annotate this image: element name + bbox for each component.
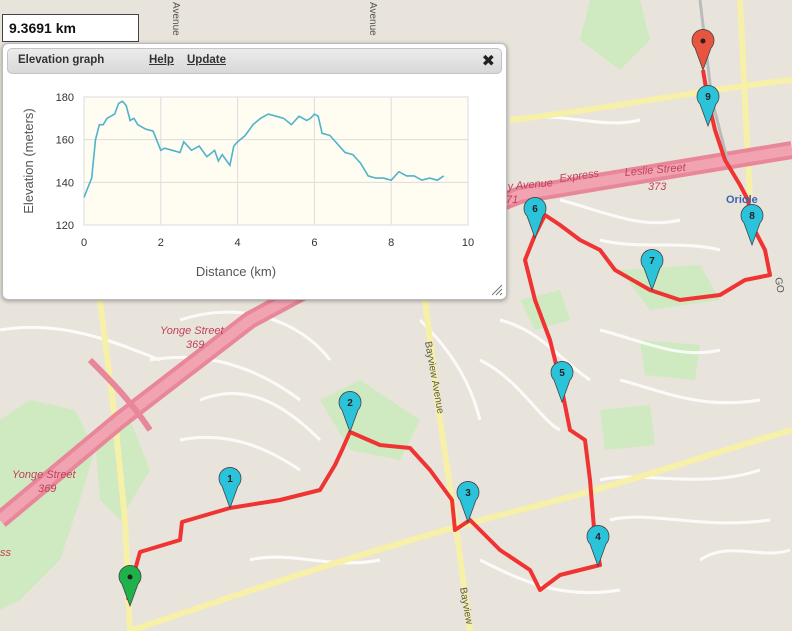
label-leslie-street: Leslie Street [624,162,687,179]
y-tick-label: 120 [56,220,74,232]
waypoint-number: 8 [749,211,755,222]
waypoint-number: 1 [227,474,233,485]
x-tick-label: 4 [235,237,241,249]
x-axis-label: Distance (km) [196,264,276,279]
route-line [126,69,772,601]
y-tick-label: 140 [56,177,74,189]
elevation-panel-header[interactable]: Elevation graph Help Update ✖ [7,48,502,74]
y-tick-label: 180 [56,92,74,104]
y-axis-label: Elevation (meters) [21,108,36,213]
label-avenue-top-2: Avenue [367,2,378,36]
waypoint-marker-3[interactable]: 3 [456,481,480,524]
waypoint-marker-9[interactable]: 9 [696,85,720,128]
x-tick-label: 2 [158,237,164,249]
x-tick-label: 6 [311,237,317,249]
label-yonge-street-2: Yonge Street [12,469,77,481]
start-marker[interactable] [118,565,142,608]
waypoint-marker-7[interactable]: 7 [640,249,664,292]
label-go-frag: GO [772,277,786,294]
label-avenue-frag-num: 71 [506,194,518,206]
label-leslie-route: 373 [648,181,667,193]
waypoint-number: 5 [559,368,565,379]
waypoint-marker-8[interactable]: 8 [740,204,764,247]
resize-grip-icon[interactable] [491,284,503,296]
park-areas [0,0,720,610]
map-labels: Yonge Street 369 Yonge Street 369 Expres… [0,162,687,559]
elevation-chart: 0 2 4 6 8 10 120 140 160 180 Distance (km) Elevatio… [21,92,474,279]
waypoint-number: 7 [649,256,655,267]
waypoint-number: 6 [532,204,538,215]
update-link[interactable]: Update [187,54,226,66]
label-ss-frag: ss [0,547,12,559]
waypoint-marker-5[interactable]: 5 [550,361,574,404]
waypoint-number: 4 [595,532,601,543]
waypoint-number: 2 [347,398,353,409]
waypoint-marker-2[interactable]: 2 [338,391,362,434]
x-tick-label: 0 [81,237,87,249]
label-yonge-street-1: Yonge Street [160,325,225,337]
waypoint-marker-4[interactable]: 4 [586,525,610,568]
label-express: Express [559,167,601,184]
end-marker[interactable] [691,29,715,72]
y-tick-label: 160 [56,135,74,147]
label-avenue-top-1: Avenue [170,2,181,36]
waypoint-number: 9 [705,92,711,103]
elevation-panel: Elevation graph Help Update ✖ 0 2 4 6 8 10 120… [2,43,507,300]
waypoint-marker-6[interactable]: 6 [523,197,547,240]
label-yonge-route-2: 369 [38,483,56,495]
x-tick-label: 10 [462,237,474,249]
label-yonge-route-1: 369 [186,339,204,351]
waypoint-marker-1[interactable]: 1 [218,467,242,510]
elevation-panel-title: Elevation graph [18,54,105,66]
elevation-series-line [83,100,445,198]
plot-area [83,96,469,226]
close-icon[interactable]: ✖ [481,51,495,70]
help-link[interactable]: Help [149,54,174,66]
x-tick-label: 8 [388,237,394,249]
distance-readout: 9.3691 km [2,14,139,42]
label-oriole: Oriole [726,194,758,206]
label-avenue-frag: y Avenue [506,177,553,193]
waypoint-number: 3 [465,488,471,499]
